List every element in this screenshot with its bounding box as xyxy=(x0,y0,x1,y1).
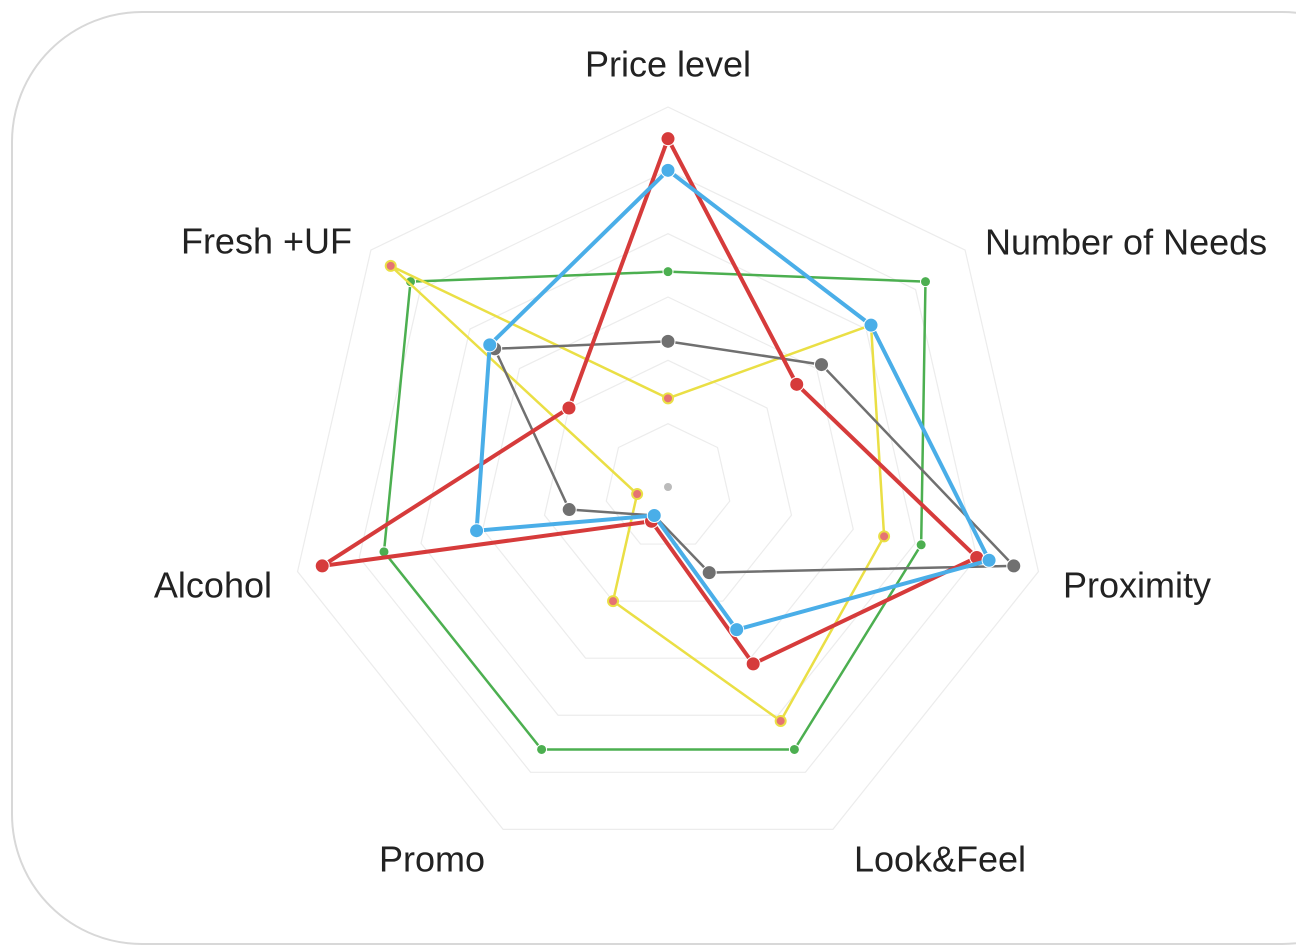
axis-label: Alcohol xyxy=(154,565,272,606)
point xyxy=(878,530,891,543)
point xyxy=(660,131,676,147)
axis-label: Price level xyxy=(585,44,751,85)
point xyxy=(469,523,485,539)
series-line xyxy=(389,264,886,723)
point xyxy=(662,392,674,405)
series-line xyxy=(493,340,1016,574)
point xyxy=(631,488,644,501)
series-line xyxy=(474,168,992,632)
point xyxy=(813,357,829,373)
point xyxy=(561,502,577,518)
point xyxy=(646,508,662,524)
point xyxy=(701,565,717,581)
point xyxy=(745,656,761,672)
axis-label: Promo xyxy=(379,839,485,880)
axis-label: Fresh +UF xyxy=(181,221,352,262)
point xyxy=(863,317,879,333)
point xyxy=(919,276,931,288)
point xyxy=(789,376,805,392)
point xyxy=(660,162,676,178)
axis-label: Proximity xyxy=(1063,565,1211,606)
point xyxy=(662,266,674,278)
point xyxy=(981,552,997,568)
grid-ring xyxy=(296,106,1040,830)
point xyxy=(788,743,800,755)
point xyxy=(536,743,548,755)
point xyxy=(384,259,397,272)
point xyxy=(915,539,927,551)
axis-label: Number of Needs xyxy=(985,222,1267,263)
axis-label: Look&Feel xyxy=(854,839,1026,880)
point xyxy=(1006,558,1022,574)
point xyxy=(729,622,745,638)
center-dot xyxy=(664,483,672,491)
card xyxy=(11,11,1296,945)
series-line xyxy=(382,270,927,751)
point xyxy=(482,337,498,353)
point xyxy=(774,714,787,727)
point xyxy=(660,333,676,349)
series-line xyxy=(320,136,979,666)
point xyxy=(607,595,620,608)
point xyxy=(314,558,330,574)
grid-ring xyxy=(482,296,854,659)
point xyxy=(561,400,577,416)
